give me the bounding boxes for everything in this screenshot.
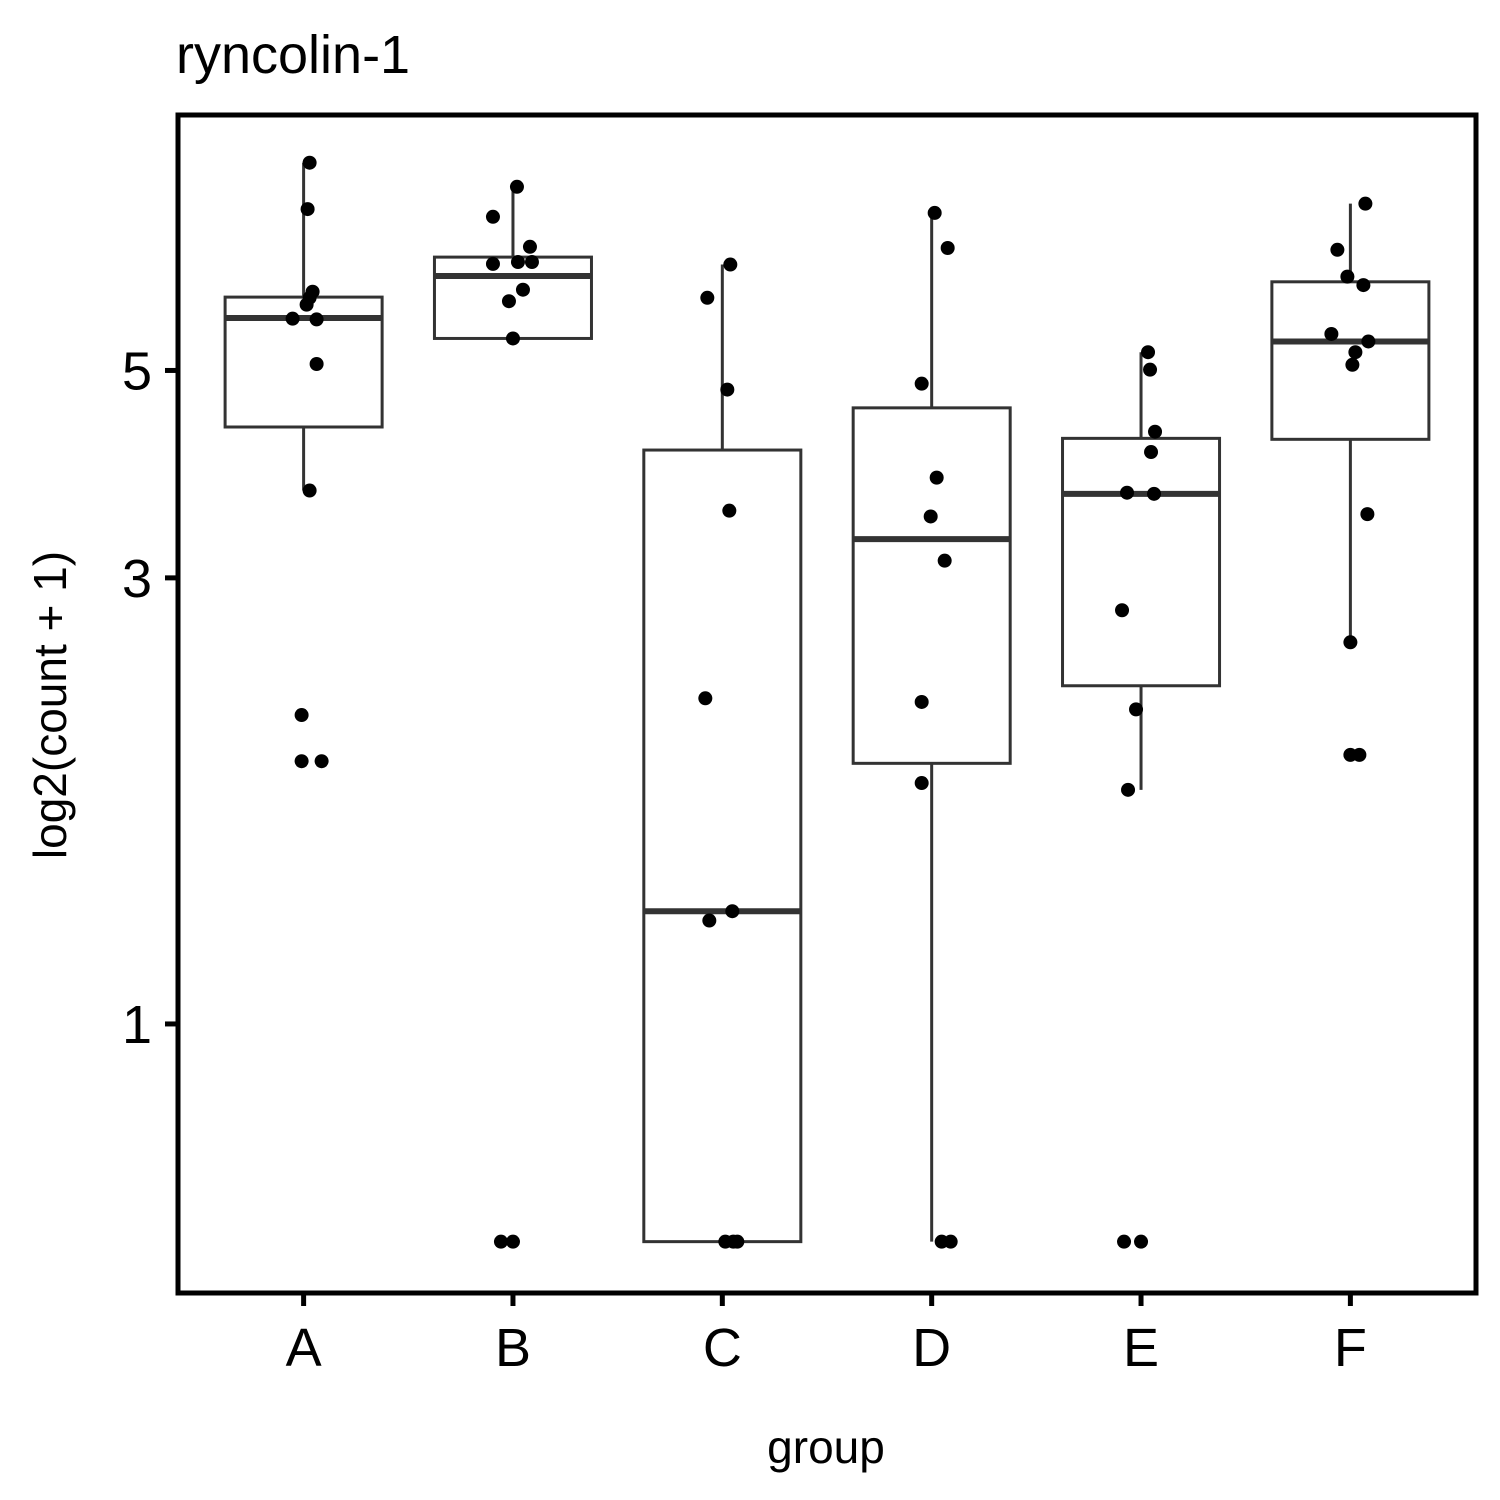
point-E-4	[1144, 445, 1159, 460]
point-D-6	[937, 553, 952, 568]
points-layer	[285, 155, 1376, 1249]
point-A-1	[302, 155, 317, 170]
point-B-11	[505, 1234, 520, 1249]
point-F-10	[1343, 635, 1358, 650]
point-D-4	[929, 470, 944, 485]
point-E-11	[1134, 1234, 1149, 1249]
point-F-8	[1345, 357, 1360, 372]
point-A-12	[314, 754, 329, 769]
point-F-4	[1356, 278, 1371, 293]
point-B-7	[515, 282, 530, 297]
point-F-3	[1340, 269, 1355, 284]
x-tick-label-D: D	[912, 1318, 951, 1378]
point-D-7	[914, 694, 929, 709]
point-B-1	[509, 179, 524, 194]
point-A-10	[294, 708, 309, 723]
x-tick-label-B: B	[495, 1318, 531, 1378]
point-C-10	[730, 1234, 745, 1249]
x-axis-title: group	[767, 1421, 885, 1473]
point-B-3	[522, 239, 537, 254]
box-D	[851, 406, 1012, 765]
point-C-5	[698, 691, 713, 706]
box-E	[1061, 436, 1222, 688]
y-tick-label-1: 1	[122, 995, 152, 1055]
point-C-7	[702, 913, 717, 928]
point-F-12	[1352, 747, 1367, 762]
point-E-3	[1148, 424, 1163, 439]
point-F-2	[1330, 242, 1345, 257]
point-C-3	[720, 382, 735, 397]
point-F-9	[1360, 507, 1375, 522]
point-E-10	[1117, 1234, 1132, 1249]
point-E-6	[1147, 486, 1162, 501]
point-D-1	[927, 205, 942, 220]
point-F-7	[1348, 345, 1363, 360]
point-B-10	[493, 1234, 508, 1249]
point-C-4	[722, 503, 737, 518]
point-B-8	[501, 294, 516, 309]
boxes-layer	[223, 162, 1431, 1244]
x-tick-label-F: F	[1334, 1318, 1367, 1378]
chart-title: ryncolin-1	[176, 25, 410, 85]
point-C-1	[723, 257, 738, 272]
point-A-11	[294, 754, 309, 769]
point-E-9	[1121, 782, 1136, 797]
x-tick-label-C: C	[703, 1318, 742, 1378]
point-E-2	[1143, 362, 1158, 377]
point-A-2	[300, 202, 315, 217]
point-F-1	[1358, 196, 1373, 211]
x-tick-label-E: E	[1123, 1318, 1159, 1378]
point-D-5	[923, 509, 938, 524]
point-A-6	[285, 311, 300, 326]
point-B-2	[485, 209, 500, 224]
point-E-5	[1120, 485, 1135, 500]
point-E-7	[1115, 603, 1130, 618]
point-F-5	[1324, 326, 1339, 341]
point-B-5	[510, 255, 525, 270]
point-A-9	[302, 483, 317, 498]
point-D-10	[943, 1234, 958, 1249]
point-D-2	[940, 241, 955, 256]
point-E-8	[1129, 702, 1144, 717]
y-tick-label-5: 5	[122, 341, 152, 401]
y-axis-title: log2(count + 1)	[24, 551, 76, 859]
point-A-5	[299, 297, 314, 312]
point-B-6	[524, 255, 539, 270]
point-A-7	[309, 312, 324, 327]
axes-layer: 1 3 5 A B C D E F	[122, 341, 1367, 1378]
point-A-8	[309, 357, 324, 372]
point-C-6	[725, 904, 740, 919]
point-B-4	[485, 256, 500, 271]
y-tick-label-3: 3	[122, 549, 152, 609]
point-D-3	[914, 376, 929, 391]
x-tick-label-A: A	[286, 1318, 322, 1378]
point-C-2	[700, 290, 715, 305]
box-C	[642, 448, 803, 1244]
plot-panel-border	[175, 112, 1479, 1296]
point-F-6	[1361, 334, 1376, 349]
point-B-9	[505, 331, 520, 346]
point-D-8	[914, 776, 929, 791]
point-E-1	[1141, 345, 1156, 360]
